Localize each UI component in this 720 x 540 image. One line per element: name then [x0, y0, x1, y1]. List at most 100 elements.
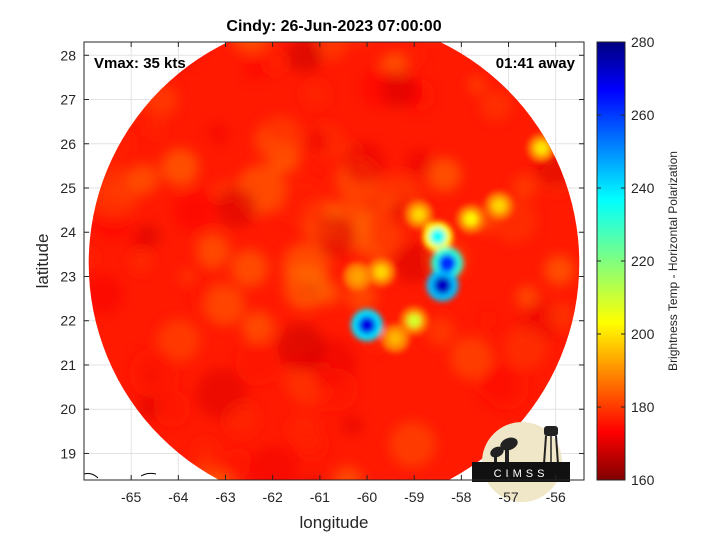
- x-tick-label: -58: [451, 489, 471, 505]
- swath-texture: [88, 274, 124, 315]
- bt-feature: [411, 207, 426, 222]
- swath-texture: [172, 189, 216, 233]
- swath-texture: [512, 174, 537, 200]
- swath-texture: [249, 445, 299, 480]
- swath-texture: [224, 401, 260, 436]
- colorbar-ticks: 160 180 200 220 240 260 280: [597, 34, 655, 488]
- swath-texture: [129, 249, 154, 274]
- swath-texture: [130, 231, 149, 250]
- swath-texture: [450, 336, 493, 380]
- swath-texture: [341, 414, 363, 437]
- y-tick-label: 26: [60, 136, 76, 152]
- y-tick-label: 21: [60, 357, 76, 373]
- swath-texture: [302, 81, 330, 109]
- x-tick-label: -64: [168, 489, 188, 505]
- y-tick-label: 19: [60, 445, 76, 461]
- bt-feature: [534, 141, 549, 156]
- swath-texture: [195, 262, 220, 286]
- bt-feature: [407, 313, 422, 328]
- bt-feature: [429, 228, 446, 245]
- bt-feature: [438, 254, 457, 273]
- y-tick-label: 28: [60, 47, 76, 63]
- swath-texture: [161, 148, 199, 186]
- swath-texture: [479, 365, 518, 404]
- coastline: [84, 472, 157, 479]
- cimss-logo: CIMSS: [472, 422, 570, 502]
- swath-texture: [342, 141, 386, 185]
- swath-texture: [196, 233, 231, 268]
- swath-texture: [144, 42, 197, 46]
- swath-texture: [193, 439, 219, 464]
- chart-title: Cindy: 26-Jun-2023 07:00:00: [226, 18, 441, 35]
- swath-texture: [153, 389, 191, 428]
- y-tick-label: 20: [60, 401, 76, 417]
- colorbar-tick-label: 260: [631, 107, 655, 123]
- swath-texture: [425, 317, 455, 346]
- swath-texture: [289, 352, 309, 372]
- y-tick-label: 24: [60, 224, 76, 240]
- swath-texture: [157, 319, 201, 362]
- bt-feature: [350, 269, 365, 284]
- bt-feature: [358, 316, 377, 335]
- x-axis: -65 -64 -63 -62 -61 -60 -59 -58 -57 -56: [121, 42, 566, 505]
- swath-texture: [189, 285, 211, 306]
- x-tick-label: -63: [215, 489, 235, 505]
- swath-texture: [241, 311, 275, 344]
- colorbar-tick-label: 240: [631, 180, 655, 196]
- swath-texture: [254, 115, 304, 166]
- bt-feature: [492, 198, 507, 213]
- swath-texture: [283, 265, 329, 310]
- plot-frame: [83, 41, 585, 481]
- swath-texture: [254, 129, 277, 152]
- bt-feature: [374, 265, 389, 280]
- swath-texture: [333, 466, 363, 480]
- bt-feature: [433, 276, 452, 295]
- swath-texture: [277, 323, 325, 371]
- bt-feature: [463, 211, 478, 226]
- swath-texture: [393, 242, 434, 283]
- bt-feature: [388, 331, 403, 346]
- swath-texture: [207, 123, 229, 145]
- colorbar: [596, 41, 626, 481]
- colorbar-label: Brightness Temp - Horizontal Polarizatio…: [666, 151, 680, 371]
- vmax-annotation: Vmax: 35 kts: [94, 55, 186, 72]
- swath-texture: [389, 202, 410, 223]
- swath-texture: [389, 421, 436, 468]
- x-tick-label: -61: [310, 489, 330, 505]
- y-tick-label: 22: [60, 313, 76, 329]
- swath-texture: [304, 128, 330, 154]
- swath-texture: [244, 58, 267, 81]
- swath-texture: [203, 284, 246, 326]
- colorbar-tick-label: 220: [631, 253, 655, 269]
- swath-texture: [381, 72, 417, 108]
- time-away-annotation: 01:41 away: [496, 55, 576, 72]
- x-axis-label: longitude: [299, 513, 368, 532]
- y-axis: 19 20 21 22 23 24 25 26 27 28: [60, 47, 584, 461]
- cimss-logo-text: CIMSS: [494, 468, 549, 480]
- swath-texture: [130, 42, 178, 48]
- swath-texture: [308, 223, 330, 245]
- x-tick-label: -62: [263, 489, 283, 505]
- swath-texture: [78, 485, 103, 510]
- swath-texture: [286, 42, 323, 73]
- swath-texture: [223, 448, 254, 479]
- swath-texture: [262, 50, 288, 75]
- swath-texture: [314, 368, 359, 412]
- swath-texture: [178, 268, 196, 286]
- colorbar-tick-label: 180: [631, 399, 655, 415]
- swath-texture: [546, 302, 575, 331]
- y-tick-label: 27: [60, 92, 76, 108]
- y-axis-label: latitude: [33, 234, 52, 289]
- colorbar-tick-label: 160: [631, 472, 655, 488]
- colorbar-tick-label: 280: [631, 34, 655, 50]
- swath-texture: [216, 186, 258, 228]
- colorbar-tick-label: 200: [631, 326, 655, 342]
- swath-texture: [427, 157, 462, 192]
- y-tick-label: 23: [60, 268, 76, 284]
- swath-texture: [235, 340, 281, 386]
- swath-texture: [480, 89, 512, 121]
- x-tick-label: -59: [404, 489, 424, 505]
- y-tick-label: 25: [60, 180, 76, 196]
- swath-texture: [468, 76, 485, 93]
- swath-texture: [299, 432, 319, 452]
